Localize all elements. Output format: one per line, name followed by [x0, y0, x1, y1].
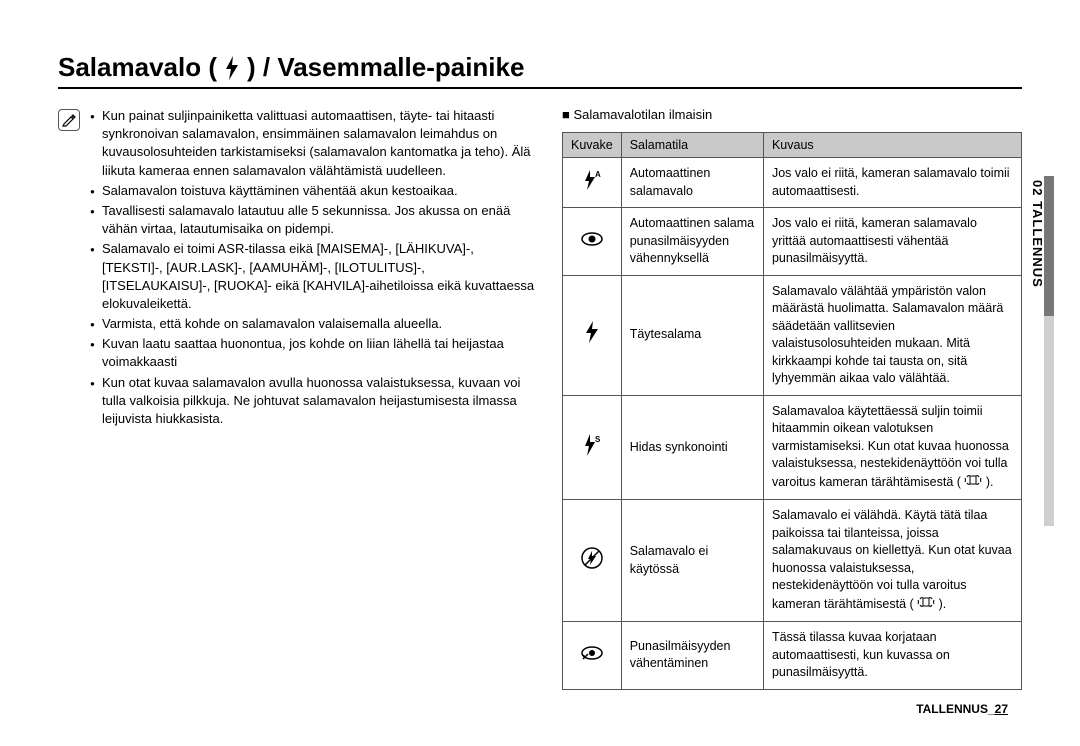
- bullet-item: Kun painat suljinpainiketta valittuasi a…: [90, 107, 536, 180]
- desc-cell: Jos valo ei riitä, kameran salamavalo to…: [763, 158, 1021, 208]
- table-body: A Automaattinen salamavalo Jos valo ei r…: [563, 158, 1022, 690]
- page-footer: TALLENNUS_27: [916, 702, 1008, 716]
- title-text-right: ) / Vasemmalle-painike: [247, 52, 524, 83]
- table-row: Salamavalo ei käytössä Salamavalo ei väl…: [563, 500, 1022, 622]
- section-tab: 02 TALLENNUS: [1027, 172, 1048, 296]
- left-column: Kun painat suljinpainiketta valittuasi a…: [58, 107, 536, 690]
- th-desc: Kuvaus: [763, 133, 1021, 158]
- note-bullet-list: Kun painat suljinpainiketta valittuasi a…: [90, 107, 536, 690]
- th-mode: Salamatila: [621, 133, 763, 158]
- table-header-row: Kuvake Salamatila Kuvaus: [563, 133, 1022, 158]
- bullet-item: Salamavalo ei toimi ASR-tilassa eikä [MA…: [90, 240, 536, 313]
- desc-cell: Salamavalo välähtää ympäristön valon mää…: [763, 275, 1021, 395]
- flash-mode-table: Kuvake Salamatila Kuvaus A Automaattinen…: [562, 132, 1022, 690]
- flash-off-icon: [563, 500, 622, 622]
- table-row: A Automaattinen salamavalo Jos valo ei r…: [563, 158, 1022, 208]
- page-title-wrap: Salamavalo ( ) / Vasemmalle-painike: [58, 52, 1022, 89]
- title-text-left: Salamavalo (: [58, 52, 217, 83]
- table-row: Punasilmäisyyden vähentäminen Tässä tila…: [563, 622, 1022, 690]
- table-row: S Hidas synkonointi Salamavaloa käytettä…: [563, 395, 1022, 500]
- flash-icon: [223, 55, 241, 81]
- desc-post: ).: [935, 597, 946, 611]
- table-row: Automaattinen salama punasilmäisyyden vä…: [563, 208, 1022, 276]
- right-column: ■ Salamavalotilan ilmaisin Kuvake Salama…: [562, 107, 1022, 690]
- bullet-item: Kuvan laatu saattaa huonontua, jos kohde…: [90, 335, 536, 371]
- bullet-item: Tavallisesti salamavalo latautuu alle 5 …: [90, 202, 536, 238]
- svg-text:A: A: [595, 170, 601, 179]
- mode-cell: Punasilmäisyyden vähentäminen: [621, 622, 763, 690]
- mode-cell: Täytesalama: [621, 275, 763, 395]
- mode-cell: Hidas synkonointi: [621, 395, 763, 500]
- desc-cell: Tässä tilassa kuvaa korjataan automaatti…: [763, 622, 1021, 690]
- desc-post: ).: [982, 475, 993, 489]
- desc-cell: Jos valo ei riitä, kameran salamavalo yr…: [763, 208, 1021, 276]
- desc-cell: Salamavalo ei välähdä. Käytä tätä tilaa …: [763, 500, 1021, 622]
- indicator-heading: ■ Salamavalotilan ilmaisin: [562, 107, 1022, 122]
- shake-icon: [964, 473, 982, 493]
- mode-cell: Automaattinen salama punasilmäisyyden vä…: [621, 208, 763, 276]
- desc-pre: Salamavalo ei välähdä. Käytä tätä tilaa …: [772, 508, 1012, 611]
- flash-icon: [563, 275, 622, 395]
- mode-cell: Automaattinen salamavalo: [621, 158, 763, 208]
- desc-cell: Salamavaloa käytettäessä suljin toimii h…: [763, 395, 1021, 500]
- mode-cell: Salamavalo ei käytössä: [621, 500, 763, 622]
- svg-text:S: S: [595, 435, 601, 444]
- bullet-item: Kun otat kuvaa salamavalon avulla huonos…: [90, 374, 536, 429]
- shake-icon: [917, 595, 935, 615]
- bullet-item: Varmista, että kohde on salamavalon vala…: [90, 315, 536, 333]
- note-icon: [58, 109, 80, 131]
- footer-label: TALLENNUS_: [916, 702, 994, 716]
- page-title: Salamavalo ( ) / Vasemmalle-painike: [58, 52, 1022, 83]
- flash-slow-icon: S: [563, 395, 622, 500]
- table-row: Täytesalama Salamavalo välähtää ympärist…: [563, 275, 1022, 395]
- eye-icon: [563, 208, 622, 276]
- bullet-item: Salamavalon toistuva käyttäminen vähentä…: [90, 182, 536, 200]
- footer-page-number: 27: [995, 702, 1008, 716]
- th-icon: Kuvake: [563, 133, 622, 158]
- redeye-fix-icon: [563, 622, 622, 690]
- flash-auto-icon: A: [563, 158, 622, 208]
- content-columns: Kun painat suljinpainiketta valittuasi a…: [58, 107, 1022, 690]
